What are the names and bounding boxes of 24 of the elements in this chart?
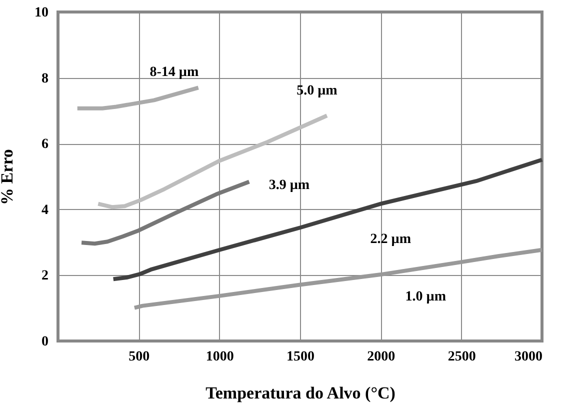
x-tick-label: 500 (128, 350, 150, 364)
y-tick-label: 8 (42, 71, 48, 86)
series-label: 2.2 µm (370, 232, 412, 247)
line-series (80, 180, 252, 246)
series-label: 8-14 µm (150, 65, 199, 80)
x-tick-label: 3000 (514, 350, 542, 364)
y-tick-label: 6 (42, 137, 48, 152)
y-axis-title: % Erro (0, 149, 16, 205)
line-series (75, 86, 200, 110)
x-tick-label: 1500 (286, 350, 314, 364)
y-tick-label: 4 (42, 202, 48, 218)
series-label: 3.9 µm (268, 178, 310, 193)
line-series (96, 114, 329, 210)
x-axis-title: Temperatura do Alvo (°C) (206, 384, 396, 402)
x-tick-label: 1000 (206, 350, 234, 364)
x-tick-label: 2500 (448, 350, 476, 364)
line-series (111, 158, 544, 282)
line-series (132, 248, 544, 310)
x-tick-label: 2000 (367, 350, 396, 364)
series-label: 1.0 µm (405, 290, 446, 305)
y-tick-label: 0 (42, 334, 48, 350)
series-label: 5.0 µm (296, 84, 338, 99)
y-tick-label: 10 (34, 6, 48, 20)
y-tick-label: 2 (42, 268, 48, 284)
